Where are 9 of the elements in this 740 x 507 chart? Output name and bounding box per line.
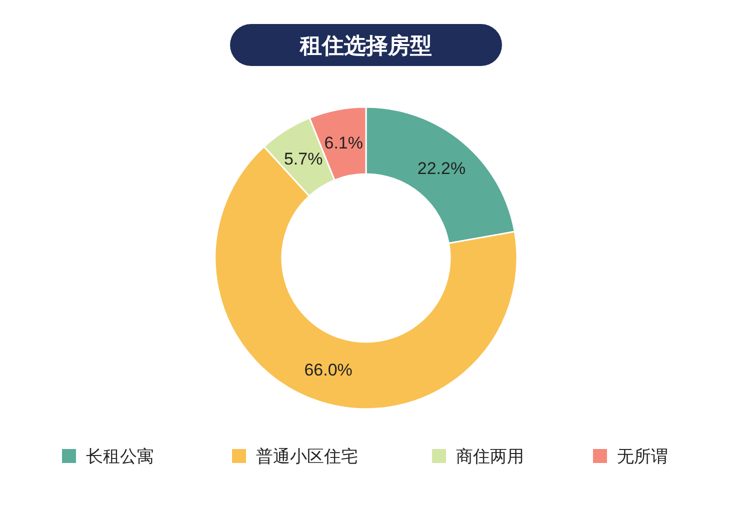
legend-label: 商住两用: [456, 447, 524, 466]
data-label: 5.7%: [284, 150, 323, 169]
legend-label: 长租公寓: [86, 447, 154, 466]
data-label: 66.0%: [304, 360, 352, 380]
legend-label: 无所谓: [617, 447, 668, 466]
data-label: 22.2%: [417, 158, 466, 178]
data-label: 6.1%: [324, 134, 363, 153]
chart-title: 租住选择房型: [299, 33, 432, 58]
legend-label: 普通小区住宅: [256, 447, 358, 466]
